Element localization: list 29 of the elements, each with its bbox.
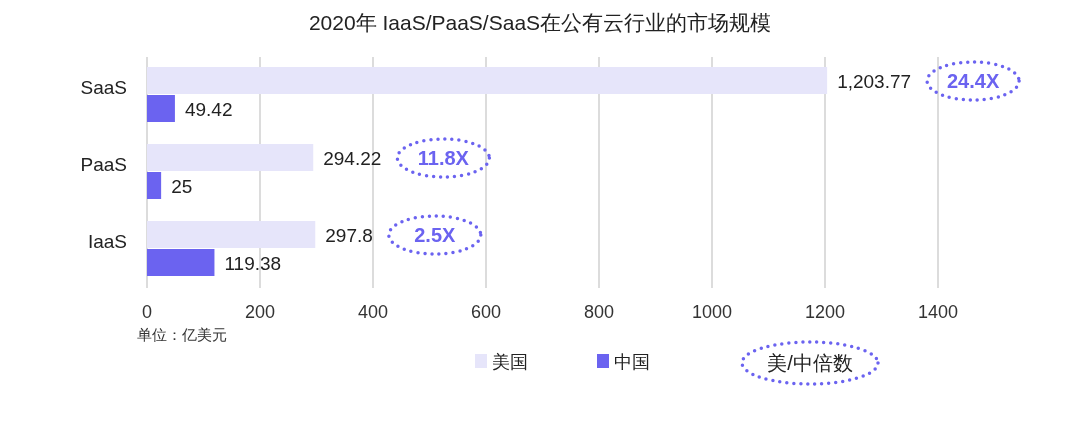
- text: 1,203.77: [837, 70, 912, 92]
- x-tick-label: 1000: [691, 302, 733, 322]
- annotation: 2.5X: [414, 224, 457, 246]
- bar: [147, 172, 162, 199]
- text: 297.8: [325, 224, 373, 246]
- bar: [147, 249, 215, 276]
- bar: [147, 67, 828, 94]
- x-tick-label: 200: [244, 302, 276, 322]
- legend-label: 中国: [614, 352, 650, 372]
- text: 119.38: [224, 252, 282, 274]
- x-tick-label: 600: [470, 302, 502, 322]
- x-tick-label: 400: [357, 302, 389, 322]
- bar: [147, 95, 175, 122]
- x-tick-label: 1400: [917, 302, 959, 322]
- x-tick-label: 0: [141, 302, 153, 322]
- x-tick-label: 1200: [804, 302, 846, 322]
- text: 49.42: [184, 98, 233, 120]
- y-tick-label: SaaS: [80, 76, 127, 98]
- x-axis-title: 单位：亿美元: [137, 326, 227, 343]
- legend-label: 美国: [492, 352, 528, 372]
- annotation: 11.8X: [417, 147, 470, 169]
- y-tick-label: PaaS: [80, 153, 127, 175]
- chart-title: 2020年 IaaS/PaaS/SaaS在公有云行业的市场规模: [308, 11, 772, 34]
- text: 25: [171, 175, 193, 197]
- text: 294.22: [323, 147, 382, 169]
- y-tick-label: IaaS: [87, 230, 127, 252]
- bar: [147, 221, 316, 248]
- x-tick-label: 800: [583, 302, 615, 322]
- bar: [147, 144, 314, 171]
